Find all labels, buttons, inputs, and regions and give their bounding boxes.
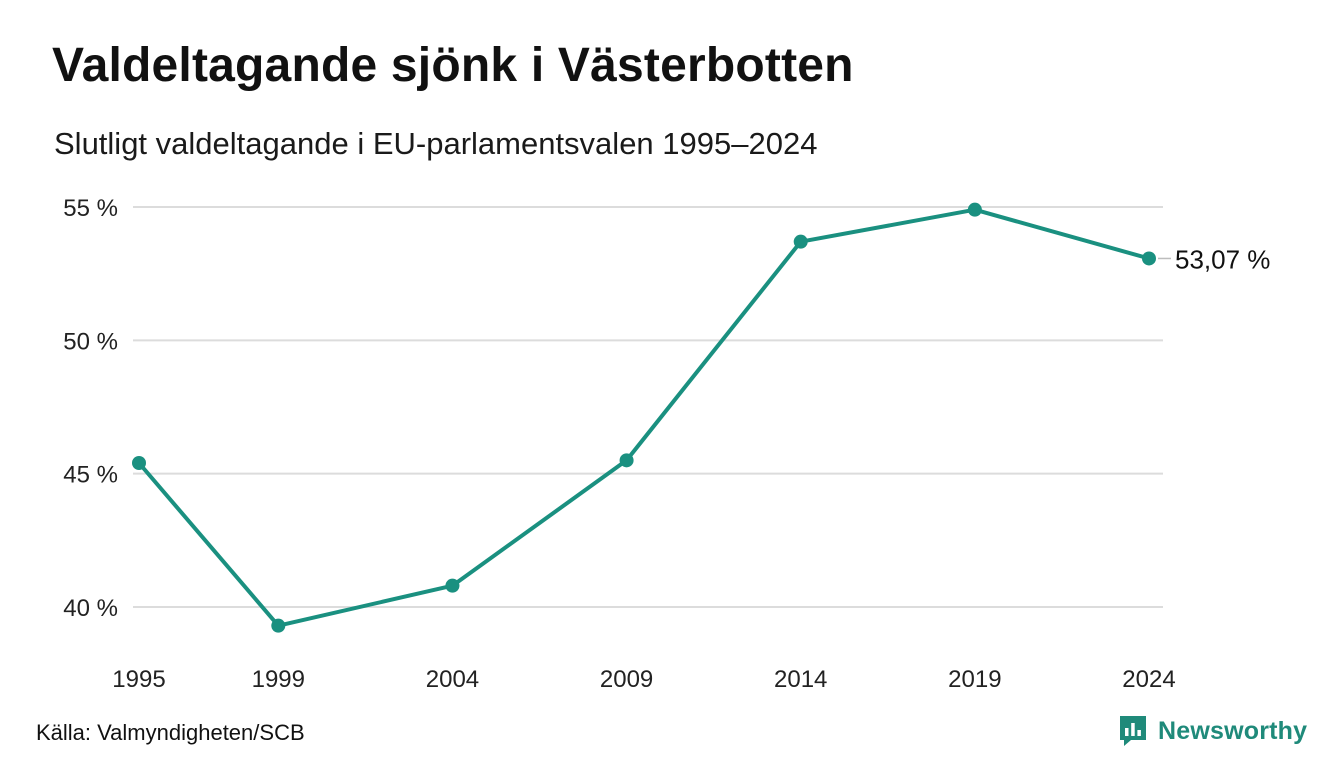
series-layer [132,202,1156,633]
x-tick-label: 1995 [112,666,165,693]
grid-lines [133,206,1163,608]
annotation-layer: 53,07 % [1158,244,1270,274]
x-tick-label: 1999 [252,666,305,693]
series-line [137,207,1151,628]
brand-logo: Newsworthy [1118,714,1307,748]
data-point-2009 [619,453,634,468]
y-tick-label: 50 % [63,328,118,355]
source-note: Källa: Valmyndigheten/SCB [36,720,305,745]
y-tick-label: 40 % [63,595,118,622]
data-point-2014 [793,234,808,249]
data-point-1995 [132,456,146,470]
x-tick-label: 2014 [774,666,827,693]
brand-name: Newsworthy [1158,716,1308,745]
data-point-2019 [967,202,982,217]
y-axis: 40 % 45 % 50 % 55 % [63,195,118,622]
x-tick-label: 2004 [426,666,479,693]
x-tick-label: 2019 [948,666,1001,693]
data-point-2024 [1142,251,1156,266]
y-tick-label: 45 % [63,462,118,489]
newsworthy-logo-icon [1120,716,1146,746]
data-point-2004 [445,578,460,593]
x-tick-label: 2009 [600,666,653,693]
end-value-label: 53,07 % [1175,244,1270,274]
x-tick-label: 2024 [1122,666,1175,693]
chart-subtitle: Slutligt valdeltagande i EU-parlamentsva… [54,126,818,161]
y-tick-label: 55 % [63,195,118,222]
x-axis: 1995 1999 2004 2009 2014 2019 2024 [112,666,1175,693]
data-point-1999 [271,618,286,633]
chart-title: Valdeltagande sjönk i Västerbotten [52,39,854,92]
